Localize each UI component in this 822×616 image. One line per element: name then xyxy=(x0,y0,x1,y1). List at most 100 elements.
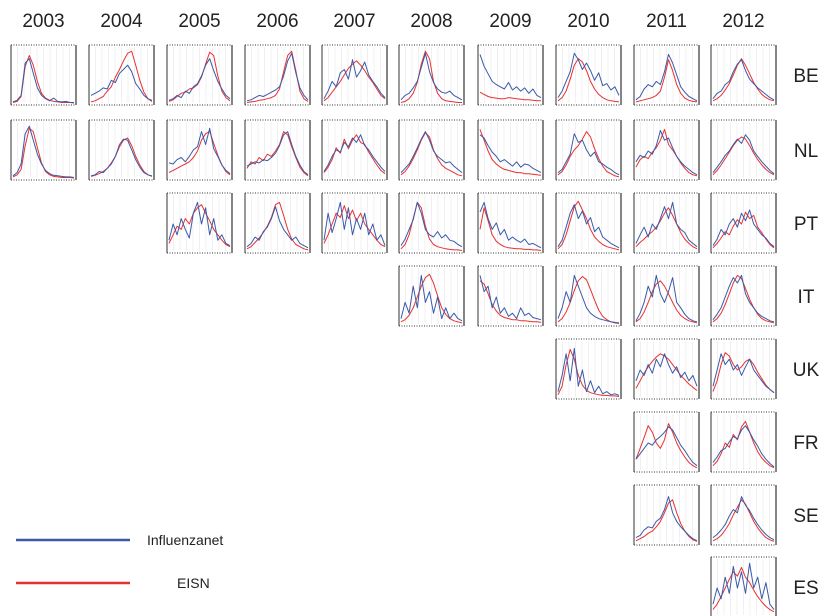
series-line-influenzanet xyxy=(90,64,153,101)
series-line-influenzanet xyxy=(557,347,620,396)
series-line-eisn xyxy=(323,60,386,102)
series-line-eisn xyxy=(400,132,463,177)
series-line-influenzanet xyxy=(400,274,463,322)
panel-be-2007 xyxy=(321,44,388,106)
year-label-2010: 2010 xyxy=(567,11,609,32)
panel-nl-2011 xyxy=(633,119,700,181)
series-line-influenzanet xyxy=(557,274,620,324)
panel-pt-2012 xyxy=(710,192,777,254)
panel-it-2009 xyxy=(477,265,544,327)
panel-nl-2012 xyxy=(710,119,777,181)
panel-pt-2006 xyxy=(244,192,311,254)
series-line-influenzanet xyxy=(557,204,620,249)
series-line-eisn xyxy=(557,58,620,103)
series-line-influenzanet xyxy=(246,206,309,249)
year-label-2009: 2009 xyxy=(489,11,531,32)
year-label-2006: 2006 xyxy=(256,11,298,32)
series-line-eisn xyxy=(400,273,463,324)
series-line-eisn xyxy=(400,50,462,103)
series-line-influenzanet xyxy=(323,134,386,172)
panel-be-2003 xyxy=(10,44,77,106)
series-line-eisn xyxy=(635,59,698,103)
country-label-be: BE xyxy=(793,66,818,87)
series-line-influenzanet xyxy=(635,426,698,467)
panel-be-2012 xyxy=(710,44,777,106)
series-line-eisn xyxy=(479,207,542,251)
series-line-influenzanet xyxy=(635,201,698,248)
panel-it-2012 xyxy=(710,265,777,327)
panels xyxy=(10,44,777,616)
panel-fr-2012 xyxy=(710,411,777,473)
series-line-eisn xyxy=(479,91,541,102)
panel-it-2011 xyxy=(633,265,700,327)
country-label-uk: UK xyxy=(793,360,820,381)
panel-se-2011 xyxy=(633,484,700,546)
panel-be-2009 xyxy=(477,44,544,106)
series-line-influenzanet xyxy=(712,59,775,101)
series-line-influenzanet xyxy=(12,58,74,103)
series-line-influenzanet xyxy=(168,201,231,247)
series-line-influenzanet xyxy=(479,201,542,249)
series-line-eisn xyxy=(635,423,698,469)
year-label-2011: 2011 xyxy=(646,11,687,32)
country-label-it: IT xyxy=(798,287,815,308)
panel-pt-2011 xyxy=(633,192,700,254)
panel-be-2008 xyxy=(398,44,465,106)
year-label-2003: 2003 xyxy=(22,11,64,32)
panel-pt-2007 xyxy=(321,192,388,254)
country-label-nl: NL xyxy=(794,141,818,162)
series-line-eisn xyxy=(246,201,309,251)
series-line-influenzanet xyxy=(635,130,698,176)
series-line-eisn xyxy=(635,128,698,177)
year-label-2007: 2007 xyxy=(333,11,375,32)
panel-be-2005 xyxy=(166,44,233,106)
series-line-influenzanet xyxy=(712,134,775,175)
series-line-influenzanet xyxy=(400,52,463,101)
panel-pt-2009 xyxy=(477,192,544,254)
series-line-eisn xyxy=(400,201,463,251)
series-line-influenzanet xyxy=(635,353,698,387)
panel-se-2012 xyxy=(710,484,777,546)
series-line-influenzanet xyxy=(557,52,620,98)
panel-fr-2011 xyxy=(633,411,700,473)
legend-label-influenzanet: Influenzanet xyxy=(147,532,223,548)
series-line-influenzanet xyxy=(246,52,309,102)
country-label-se: SE xyxy=(793,506,818,527)
series-line-influenzanet xyxy=(400,131,463,173)
year-labels: 2003 2004 2005 2006 2007 2008 2009 2010 2011 2012 xyxy=(22,11,764,32)
series-line-influenzanet xyxy=(712,274,775,323)
series-line-eisn xyxy=(557,131,620,178)
series-line-eisn xyxy=(712,420,775,469)
series-line-influenzanet xyxy=(635,53,698,102)
country-label-fr: FR xyxy=(793,433,818,454)
series-line-influenzanet xyxy=(168,58,231,101)
series-line-influenzanet xyxy=(712,425,775,468)
year-label-2012: 2012 xyxy=(722,11,764,32)
panel-nl-2003 xyxy=(10,119,77,181)
panel-be-2004 xyxy=(88,44,155,106)
panel-pt-2005 xyxy=(166,192,233,254)
series-line-influenzanet xyxy=(712,353,775,394)
series-line-influenzanet xyxy=(635,496,698,542)
panel-nl-2004 xyxy=(88,119,155,181)
series-line-eisn xyxy=(90,50,153,103)
panel-nl-2010 xyxy=(555,119,622,181)
panel-uk-2011 xyxy=(633,338,700,400)
series-line-eisn xyxy=(479,129,542,176)
series-line-influenzanet xyxy=(712,496,775,541)
series-line-eisn xyxy=(557,276,620,324)
country-label-es: ES xyxy=(793,578,818,599)
panel-it-2008 xyxy=(398,265,465,327)
panel-nl-2008 xyxy=(398,119,465,181)
series-line-influenzanet xyxy=(323,59,386,99)
series-line-eisn xyxy=(712,567,775,613)
series-line-eisn xyxy=(635,207,698,250)
series-line-influenzanet xyxy=(90,138,153,177)
series-line-influenzanet xyxy=(323,201,386,246)
panel-uk-2010 xyxy=(555,338,622,400)
series-line-eisn xyxy=(712,58,775,102)
panel-be-2010 xyxy=(555,44,622,106)
panel-es-2012 xyxy=(710,556,777,616)
legend-label-eisn: EISN xyxy=(177,575,210,591)
